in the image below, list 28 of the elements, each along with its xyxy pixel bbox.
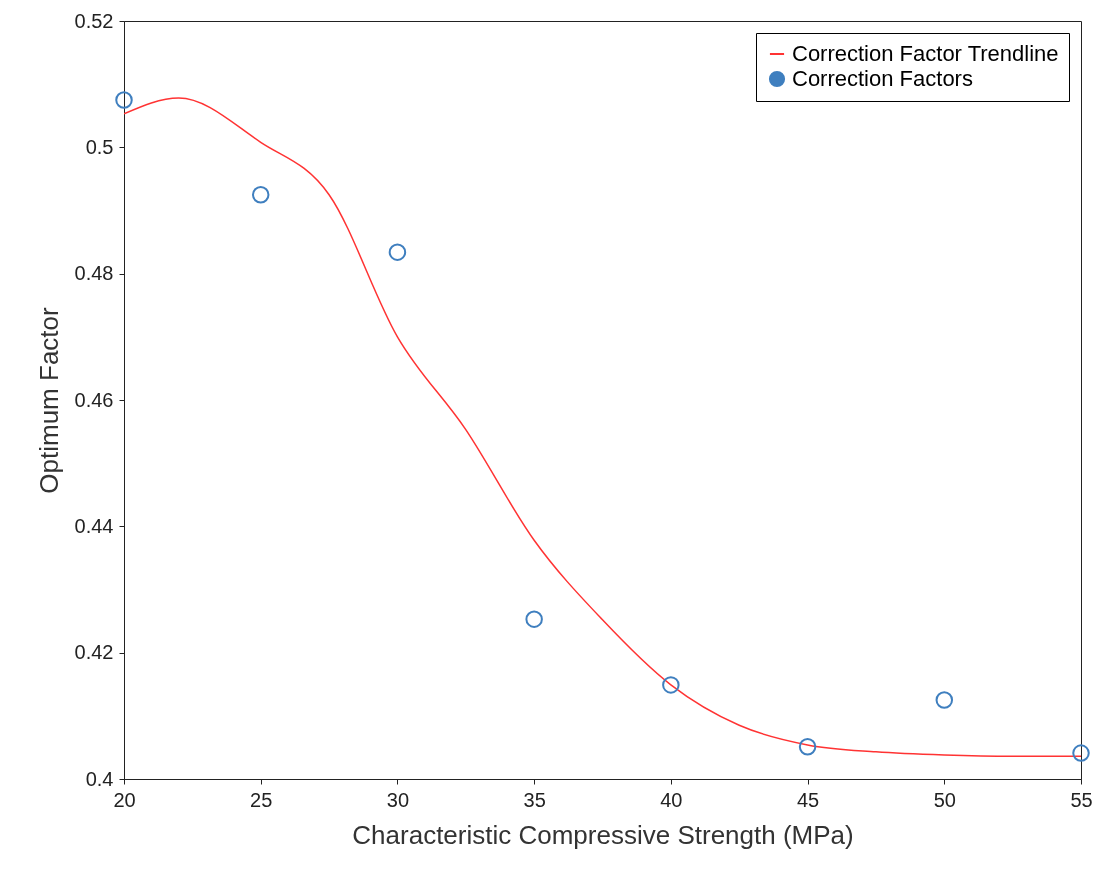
y-axis-title: Optimum Factor: [33, 306, 64, 494]
point: [115, 91, 133, 109]
x-tick-label: 25: [250, 788, 273, 811]
x-tick-label: 50: [933, 788, 956, 811]
point: [388, 243, 407, 261]
x-tick-label: 20: [113, 788, 136, 811]
x-axis-title: Characteristic Compressive Strength (MPa): [352, 819, 854, 850]
x-tick-label: 40: [660, 788, 683, 811]
x-tick-label: 35: [523, 788, 546, 811]
y-tick-label: 0.44: [74, 514, 114, 537]
y-tick-label: 0.46: [74, 388, 114, 411]
point: [798, 738, 817, 756]
x-tick-label: 30: [386, 788, 410, 811]
legend-label: Correction Factor Trendline: [792, 41, 1059, 66]
point: [251, 185, 270, 204]
point: [525, 610, 543, 628]
y-tick-label: 0.42: [74, 641, 114, 664]
y-tick-label: 0.4: [85, 767, 114, 790]
legend-label: Correction Factors: [792, 66, 973, 91]
line-series: [124, 97, 1081, 758]
y-tick-label: 0.5: [85, 135, 114, 158]
point: [1072, 744, 1090, 762]
x-tick-label: 55: [1070, 788, 1093, 811]
y-tick-label: 0.48: [74, 262, 114, 285]
y-tick-label: 0.52: [74, 9, 114, 32]
point: [662, 676, 680, 694]
x-tick-label: 45: [796, 788, 820, 811]
point: [935, 691, 954, 709]
